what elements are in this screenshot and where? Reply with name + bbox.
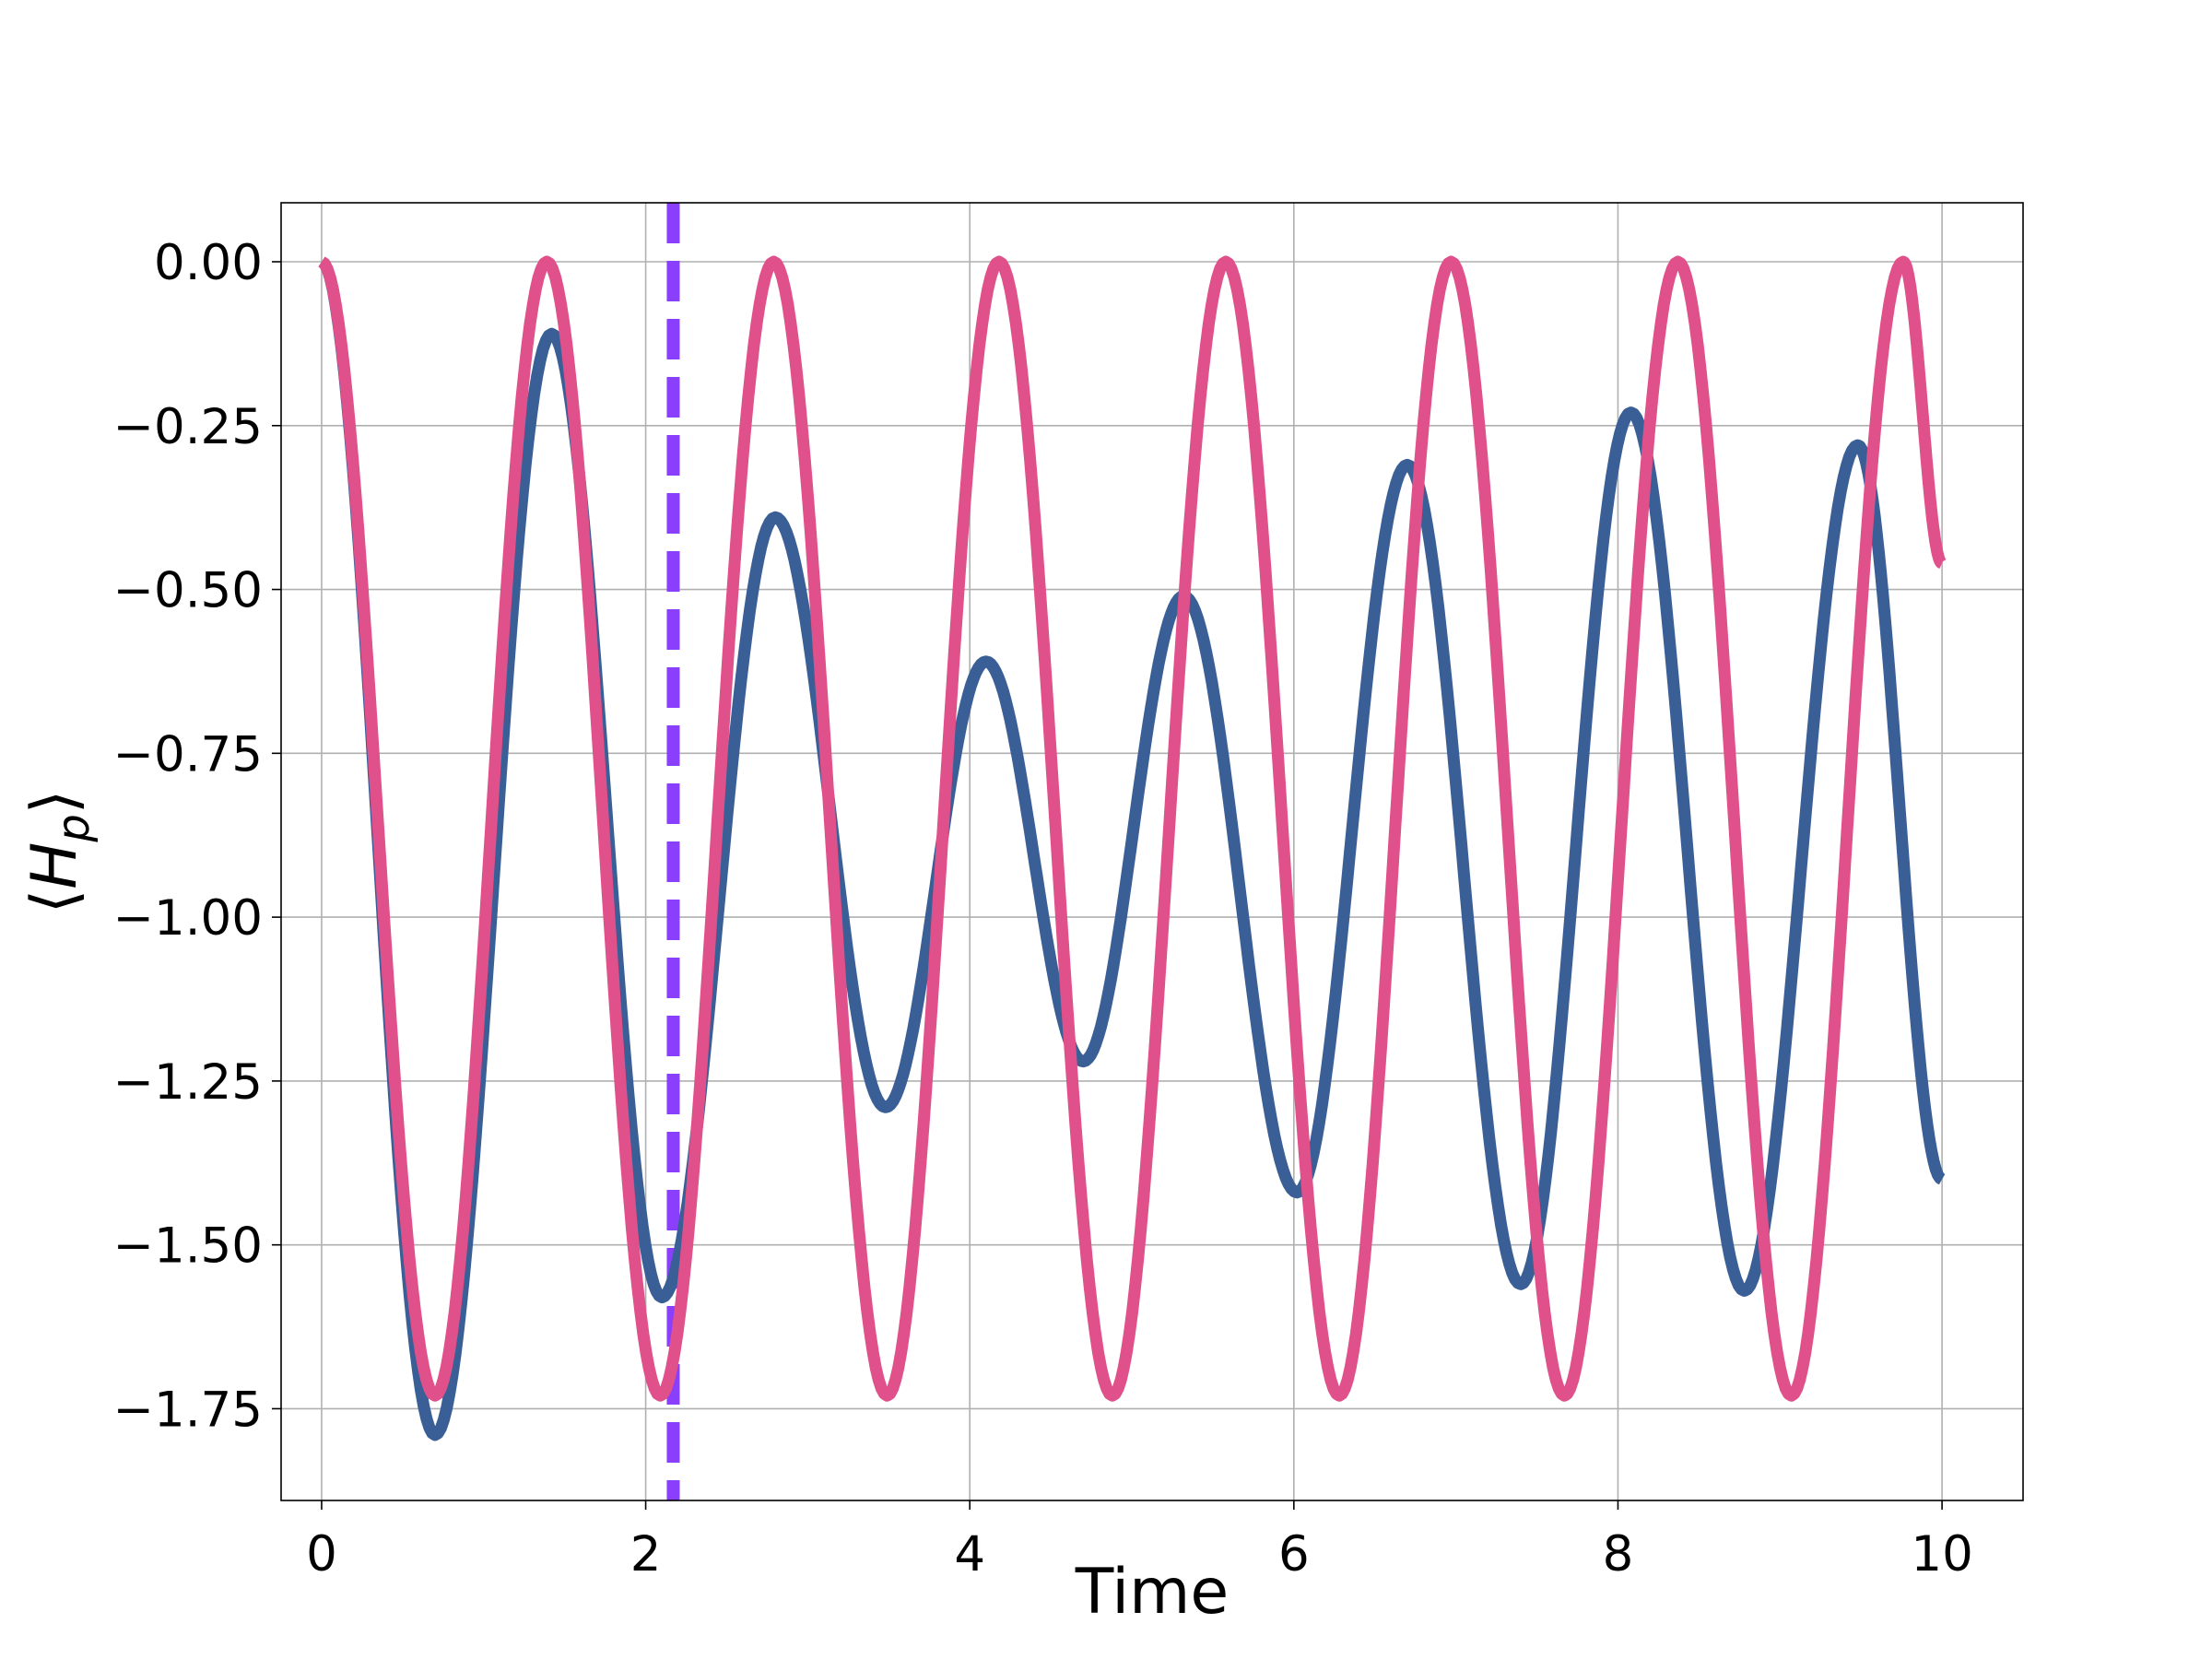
x-tick-label-3: 6 (1278, 1526, 1310, 1583)
x-tick-label-0: 0 (306, 1526, 337, 1583)
series-line-1 (318, 255, 1947, 1402)
y-tick-label-5: −1.25 (113, 1054, 263, 1111)
x-tick-label-1: 2 (630, 1526, 662, 1583)
y-tick-label-7: −1.75 (113, 1382, 263, 1438)
axis-ticks: 0 2 4 6 8 10 0.00 −0.25 −0.50 −0.75 −1.00 −1.25 −1.5… (113, 235, 1973, 1583)
y-tick-label-6: −1.50 (113, 1218, 263, 1275)
x-tick-label-2: 4 (954, 1526, 985, 1583)
plot-area (318, 203, 1947, 1500)
grid-lines (281, 203, 2023, 1500)
y-tick-label-0: 0.00 (154, 235, 263, 291)
y-tick-label-3: −0.75 (113, 726, 263, 782)
y-tick-label-1: −0.25 (113, 399, 263, 455)
plot-frame (280, 202, 2024, 1501)
x-tick-label-5: 10 (1911, 1526, 1972, 1583)
y-tick-label-4: −1.00 (113, 890, 263, 947)
y-tick-label-2: −0.50 (113, 563, 263, 619)
y-axis-label-text: ⟨Hp⟩ (18, 790, 100, 914)
x-axis-label: Time (1075, 1556, 1229, 1629)
y-axis-label: ⟨Hp⟩ (18, 790, 100, 914)
x-tick-label-4: 8 (1603, 1526, 1634, 1583)
series-line-0 (318, 256, 1947, 1441)
